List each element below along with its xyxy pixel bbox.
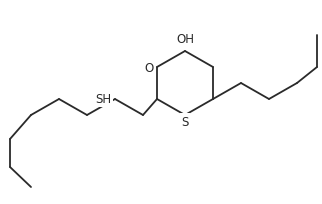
Text: S: S [181,115,189,128]
Text: O: O [145,61,154,74]
Text: OH: OH [176,33,194,46]
Text: SH: SH [96,93,112,106]
